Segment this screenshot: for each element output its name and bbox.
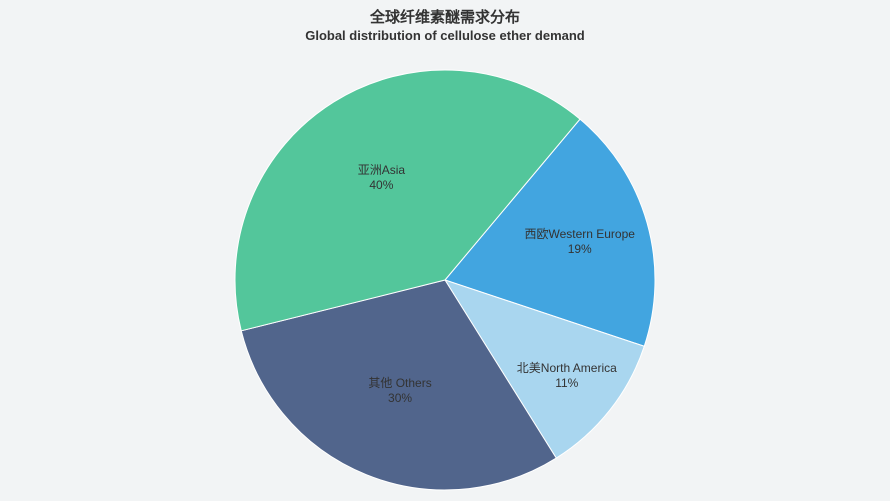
- slice-label-percent: 40%: [358, 178, 405, 193]
- slice-label-percent: 30%: [368, 391, 431, 406]
- slice-label-name: 其他 Others: [368, 376, 431, 391]
- slice-label-name: 西欧Western Europe: [524, 227, 635, 242]
- pie-chart-container: 全球纤维素醚需求分布 Global distribution of cellul…: [0, 0, 890, 501]
- slice-label-percent: 11%: [517, 376, 617, 391]
- slice-label: 亚洲Asia40%: [358, 163, 405, 193]
- slice-label: 西欧Western Europe19%: [524, 227, 635, 257]
- slice-label-percent: 19%: [524, 242, 635, 257]
- pie-group: [235, 70, 655, 490]
- slice-label: 北美North America11%: [517, 361, 617, 391]
- slice-label: 其他 Others30%: [368, 376, 431, 406]
- slice-label-name: 亚洲Asia: [358, 163, 405, 178]
- pie-svg: [0, 0, 890, 501]
- slice-label-name: 北美North America: [517, 361, 617, 376]
